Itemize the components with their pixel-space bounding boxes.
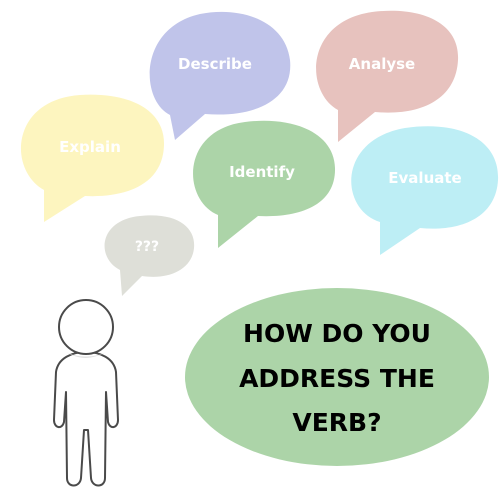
describe-label: Describe [178,55,252,73]
speech-bubble-describe-shape [149,11,291,141]
speech-bubble-evaluate-shape [351,126,499,255]
person-head [58,299,114,355]
question-line-2: ADDRESS THE [239,364,435,393]
speech-bubble-evaluate: Evaluate [351,126,499,255]
unknown-label: ??? [135,239,159,255]
speech-bubble-identify-shape [193,120,336,248]
analyse-label: Analyse [349,55,415,73]
speech-bubble-unknown: ??? [104,215,195,296]
speech-bubble-describe: Describe [149,11,291,141]
speech-bubble-analyse: Analyse [316,10,459,143]
question-line-3: VERB? [292,408,381,437]
question-bubble: HOW DO YOU ADDRESS THE VERB? [185,288,489,466]
explain-label: Explain [59,138,121,156]
person-body [53,351,119,487]
speech-bubble-analyse-shape [316,10,459,143]
evaluate-label: Evaluate [388,169,461,187]
question-bubble-shape [185,288,489,466]
speech-bubble-identify: Identify [193,120,336,248]
person-icon [53,299,119,487]
identify-label: Identify [229,163,295,181]
speech-bubble-explain-shape [20,94,165,222]
speech-bubble-unknown-shape [104,215,195,296]
person-neck-shadow [66,352,106,358]
question-line-1: HOW DO YOU [243,319,431,348]
speech-bubble-explain: Explain [20,94,165,222]
